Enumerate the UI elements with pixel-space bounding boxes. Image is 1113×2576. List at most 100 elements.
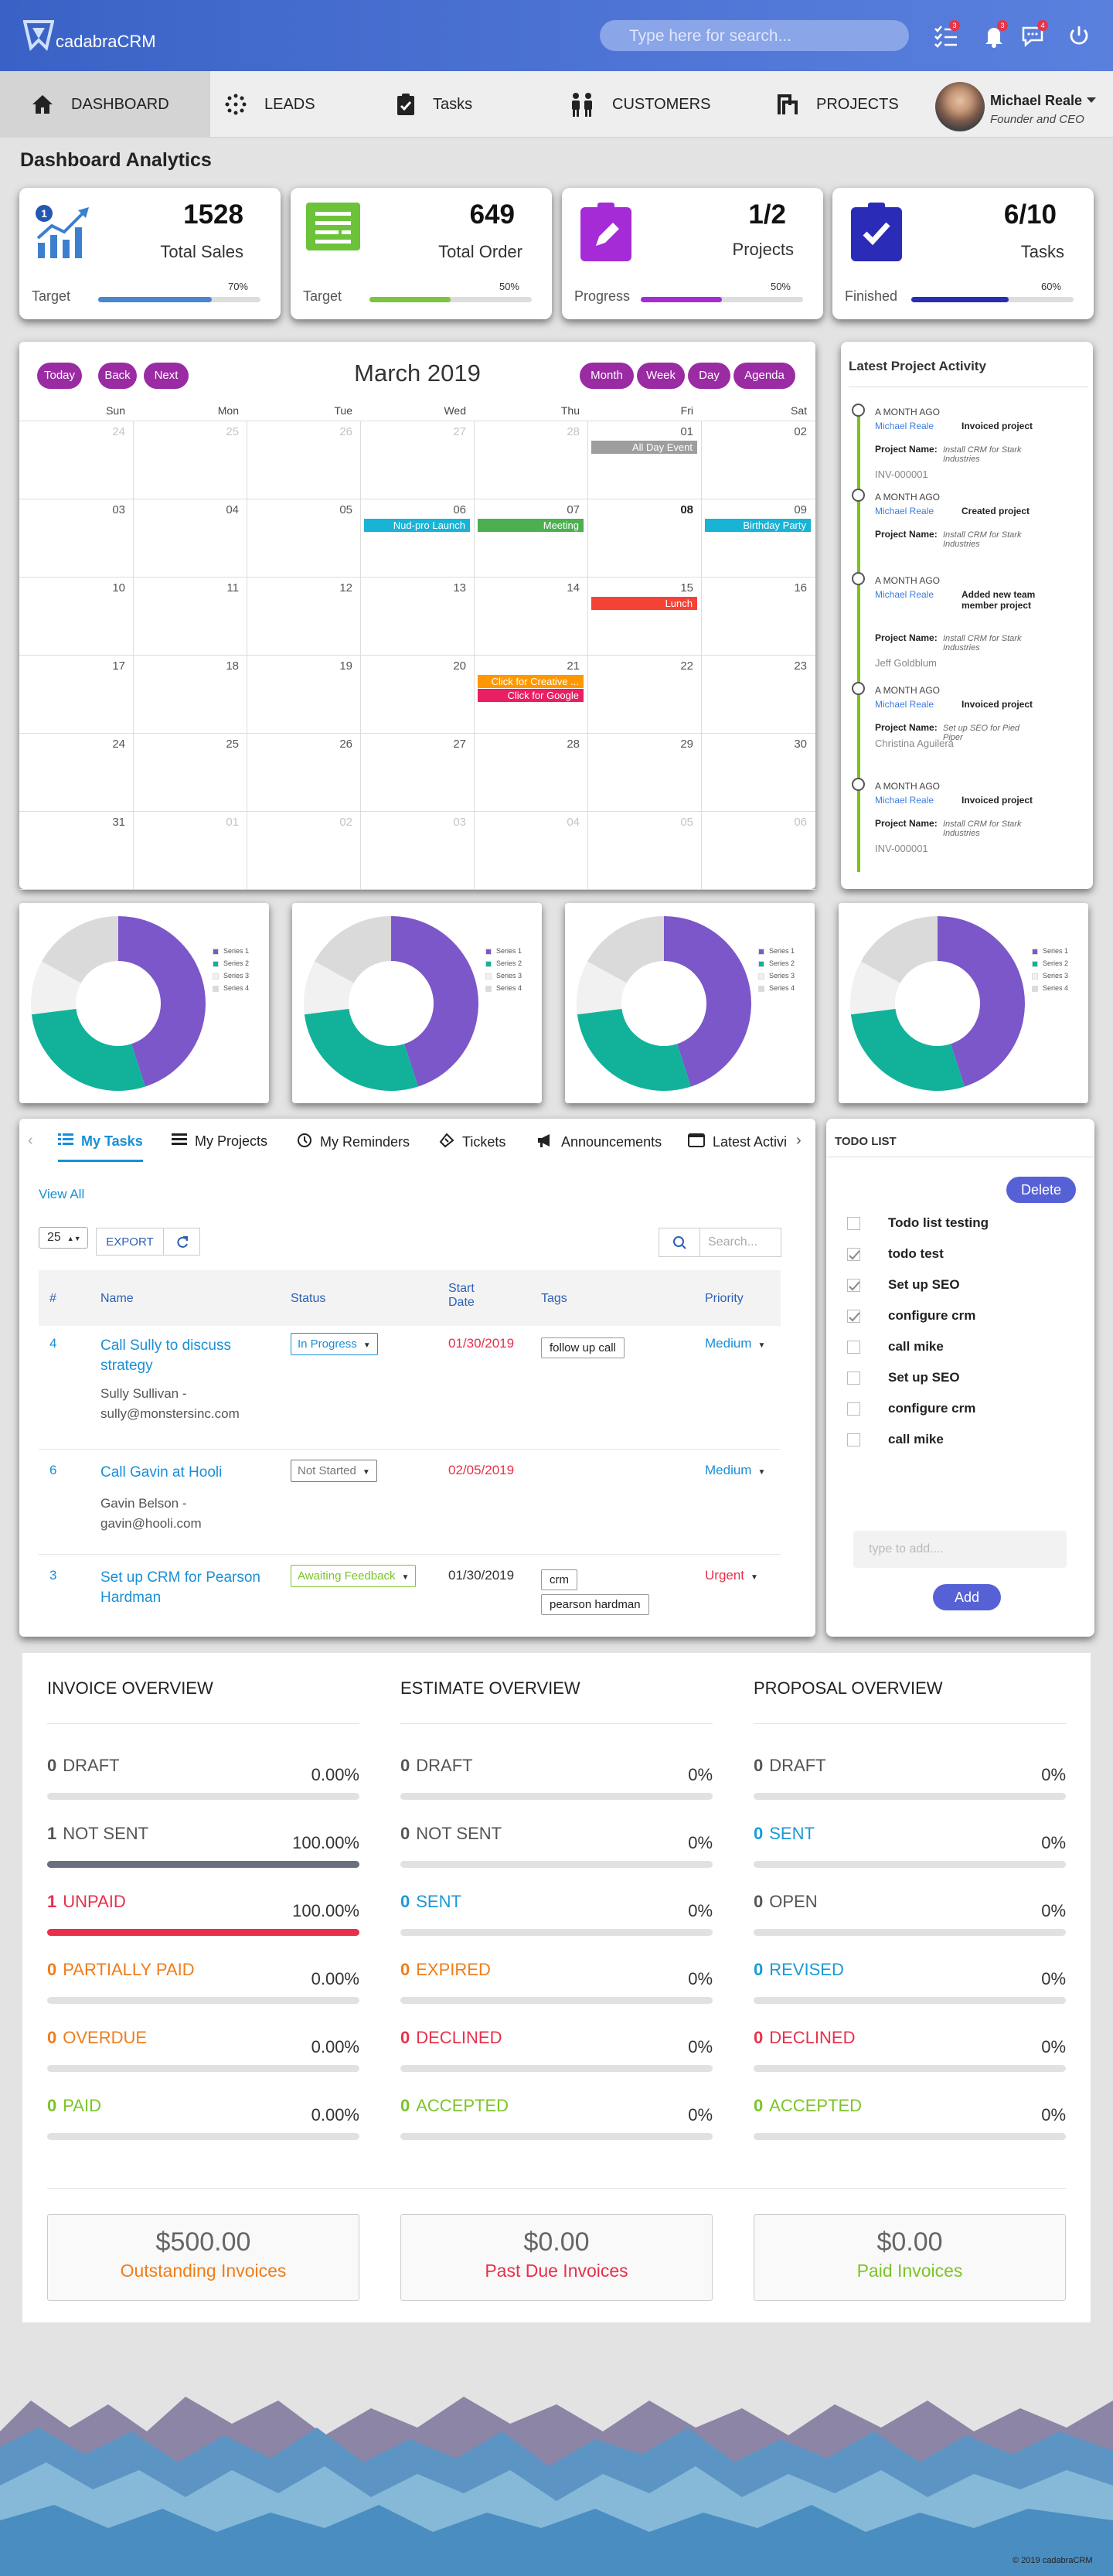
tab-latest-activi[interactable]: Latest Activi: [688, 1133, 787, 1152]
calendar-day-cell[interactable]: 12: [339, 581, 352, 595]
nav-item-leads[interactable]: LEADS: [224, 71, 315, 138]
todo-add-button[interactable]: Add: [933, 1584, 1001, 1610]
power-icon[interactable]: [1065, 22, 1093, 49]
calendar-day-cell[interactable]: 13: [453, 581, 466, 595]
view-all-link[interactable]: View All: [39, 1187, 85, 1201]
calendar-day-cell[interactable]: 24: [112, 425, 125, 438]
user-menu-caret-icon[interactable]: [1087, 97, 1096, 103]
calendar-event[interactable]: Lunch: [591, 597, 697, 610]
task-status-dropdown[interactable]: In Progress ▼: [291, 1333, 378, 1355]
task-id[interactable]: 6: [49, 1463, 57, 1477]
user-avatar[interactable]: [935, 82, 985, 131]
calendar-day-cell[interactable]: 24: [112, 738, 125, 751]
calendar-day-cell[interactable]: 25: [226, 425, 239, 438]
tab-my-projects[interactable]: My Projects: [172, 1133, 267, 1150]
calendar-view-week-button[interactable]: Week: [637, 363, 685, 389]
task-tag[interactable]: pearson hardman: [541, 1594, 649, 1615]
calendar-event[interactable]: Click for Google: [478, 689, 584, 702]
column-header[interactable]: Name: [100, 1292, 134, 1305]
task-id[interactable]: 3: [49, 1568, 57, 1583]
calendar-view-day-button[interactable]: Day: [688, 363, 730, 389]
calendar-day-cell[interactable]: 26: [339, 425, 352, 438]
calendar-event[interactable]: Nud-pro Launch: [364, 519, 470, 532]
calendar-day-cell[interactable]: 08: [680, 503, 693, 516]
calendar-back-button[interactable]: Back: [98, 363, 137, 389]
calendar-day-cell[interactable]: 04: [226, 503, 239, 516]
calendar-day-cell[interactable]: 11: [226, 581, 239, 595]
column-header[interactable]: Start Date: [448, 1282, 475, 1309]
export-button[interactable]: EXPORT: [96, 1228, 164, 1256]
activity-user-link[interactable]: Michael Reale: [875, 421, 934, 431]
calendar-next-button[interactable]: Next: [144, 363, 189, 389]
todo-item-label[interactable]: Set up SEO: [888, 1370, 960, 1385]
calendar-day-cell[interactable]: 30: [794, 738, 807, 751]
todo-checkbox[interactable]: [847, 1279, 860, 1292]
messages-icon[interactable]: 4: [1020, 20, 1048, 49]
tabs-scroll-left-icon[interactable]: ‹: [28, 1132, 33, 1149]
nav-item-dashboard[interactable]: DASHBOARD: [0, 71, 210, 138]
task-id[interactable]: 4: [49, 1336, 57, 1351]
calendar-day-cell[interactable]: 14: [567, 581, 580, 595]
total-label[interactable]: Past Due Invoices: [485, 2261, 628, 2281]
total-label[interactable]: Paid Invoices: [856, 2261, 963, 2281]
todo-add-input[interactable]: type to add....: [853, 1531, 1067, 1568]
column-header[interactable]: Status: [291, 1292, 326, 1305]
task-name-link[interactable]: Set up CRM for Pearson Hardman: [100, 1569, 260, 1606]
nav-item-projects[interactable]: PROJECTS: [776, 71, 899, 138]
calendar-day-cell[interactable]: 20: [453, 659, 466, 673]
tab-tickets[interactable]: Tickets: [439, 1133, 505, 1152]
activity-user-link[interactable]: Michael Reale: [875, 506, 934, 516]
nav-item-tasks[interactable]: Tasks: [396, 71, 472, 138]
todo-item-label[interactable]: call mike: [888, 1432, 944, 1446]
todo-checkbox[interactable]: [847, 1310, 860, 1323]
calendar-day-cell[interactable]: 25: [226, 738, 239, 751]
app-name[interactable]: cadabraCRM: [56, 32, 156, 51]
notification-bell-icon[interactable]: 3: [980, 20, 1008, 49]
task-name-link[interactable]: Call Gavin at Hooli: [100, 1464, 223, 1481]
calendar-event[interactable]: Click for Creative ...: [478, 675, 584, 688]
calendar-day-cell[interactable]: 15: [680, 581, 693, 595]
tasks-icon[interactable]: 3: [932, 20, 960, 49]
calendar-day-cell[interactable]: 02: [794, 425, 807, 438]
tab-my-reminders[interactable]: My Reminders: [297, 1133, 410, 1152]
nav-item-customers[interactable]: CUSTOMERS: [569, 71, 710, 138]
refresh-button[interactable]: [163, 1228, 200, 1256]
page-size-select[interactable]: 25 ▲▼: [39, 1227, 88, 1249]
calendar-day-cell[interactable]: 05: [339, 503, 352, 516]
calendar-event[interactable]: Birthday Party: [705, 519, 811, 532]
calendar-day-cell[interactable]: 02: [339, 816, 352, 829]
calendar-day-cell[interactable]: 21: [567, 659, 580, 673]
calendar-day-cell[interactable]: 27: [453, 738, 466, 751]
column-header[interactable]: #: [49, 1292, 56, 1305]
calendar-day-cell[interactable]: 03: [453, 816, 466, 829]
calendar-today-button[interactable]: Today: [37, 363, 82, 389]
calendar-day-cell[interactable]: 06: [453, 503, 466, 516]
calendar-day-cell[interactable]: 31: [112, 816, 125, 829]
todo-checkbox[interactable]: [847, 1433, 860, 1446]
calendar-day-cell[interactable]: 03: [112, 503, 125, 516]
todo-checkbox[interactable]: [847, 1402, 860, 1416]
calendar-day-cell[interactable]: 28: [567, 738, 580, 751]
calendar-day-cell[interactable]: 19: [339, 659, 352, 673]
table-search-button[interactable]: [659, 1228, 700, 1257]
calendar-day-cell[interactable]: 04: [567, 816, 580, 829]
todo-checkbox[interactable]: [847, 1371, 860, 1385]
global-search-input[interactable]: Type here for search...: [600, 20, 909, 51]
calendar-event[interactable]: All Day Event: [591, 441, 697, 454]
todo-item-label[interactable]: Set up SEO: [888, 1277, 960, 1292]
todo-delete-button[interactable]: Delete: [1006, 1177, 1076, 1203]
task-tag[interactable]: follow up call: [541, 1337, 625, 1358]
tabs-scroll-right-icon[interactable]: ›: [796, 1132, 802, 1149]
todo-item-label[interactable]: Todo list testing: [888, 1215, 989, 1230]
calendar-day-cell[interactable]: 06: [794, 816, 807, 829]
calendar-day-cell[interactable]: 09: [794, 503, 807, 516]
calendar-day-cell[interactable]: 01: [680, 425, 693, 438]
calendar-event[interactable]: Meeting: [478, 519, 584, 532]
calendar-day-cell[interactable]: 23: [794, 659, 807, 673]
calendar-day-cell[interactable]: 10: [112, 581, 125, 595]
todo-item-label[interactable]: configure crm: [888, 1308, 976, 1323]
calendar-day-cell[interactable]: 28: [567, 425, 580, 438]
calendar-day-cell[interactable]: 22: [680, 659, 693, 673]
table-search-input[interactable]: Search...: [699, 1228, 781, 1257]
calendar-day-cell[interactable]: 07: [567, 503, 580, 516]
